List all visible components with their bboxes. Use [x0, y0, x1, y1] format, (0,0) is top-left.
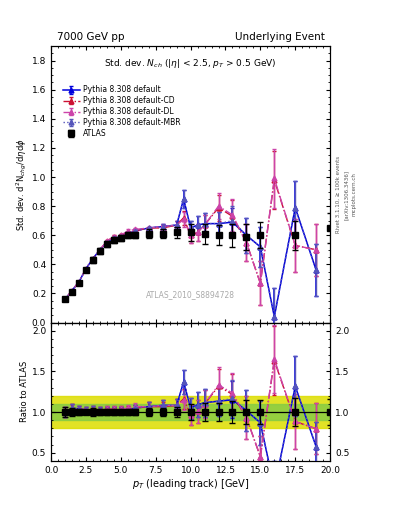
Text: Std. dev. $N_{ch}$ ($|\eta|$ < 2.5, $p_T$ > 0.5 GeV): Std. dev. $N_{ch}$ ($|\eta|$ < 2.5, $p_T…: [105, 57, 277, 70]
Text: ATLAS_2010_S8894728: ATLAS_2010_S8894728: [146, 290, 235, 300]
Text: mcplots.cern.ch: mcplots.cern.ch: [352, 173, 357, 217]
Text: [arXiv:1306.3436]: [arXiv:1306.3436]: [344, 169, 349, 220]
X-axis label: $p_T$ (leading track) [GeV]: $p_T$ (leading track) [GeV]: [132, 477, 249, 492]
Bar: [51, 404, 330, 420]
Legend: Pythia 8.308 default, Pythia 8.308 default-CD, Pythia 8.308 default-DL, Pythia 8: Pythia 8.308 default, Pythia 8.308 defau…: [61, 83, 183, 140]
Y-axis label: Std. dev. d$^2$N$_{chg}$/d$\eta$d$\phi$: Std. dev. d$^2$N$_{chg}$/d$\eta$d$\phi$: [15, 138, 29, 230]
Text: 7000 GeV pp: 7000 GeV pp: [57, 32, 124, 42]
Y-axis label: Ratio to ATLAS: Ratio to ATLAS: [20, 361, 29, 422]
Text: Underlying Event: Underlying Event: [235, 32, 325, 42]
Text: Rivet 3.1.10, ≥ 100k events: Rivet 3.1.10, ≥ 100k events: [336, 156, 341, 233]
Bar: [51, 396, 330, 428]
